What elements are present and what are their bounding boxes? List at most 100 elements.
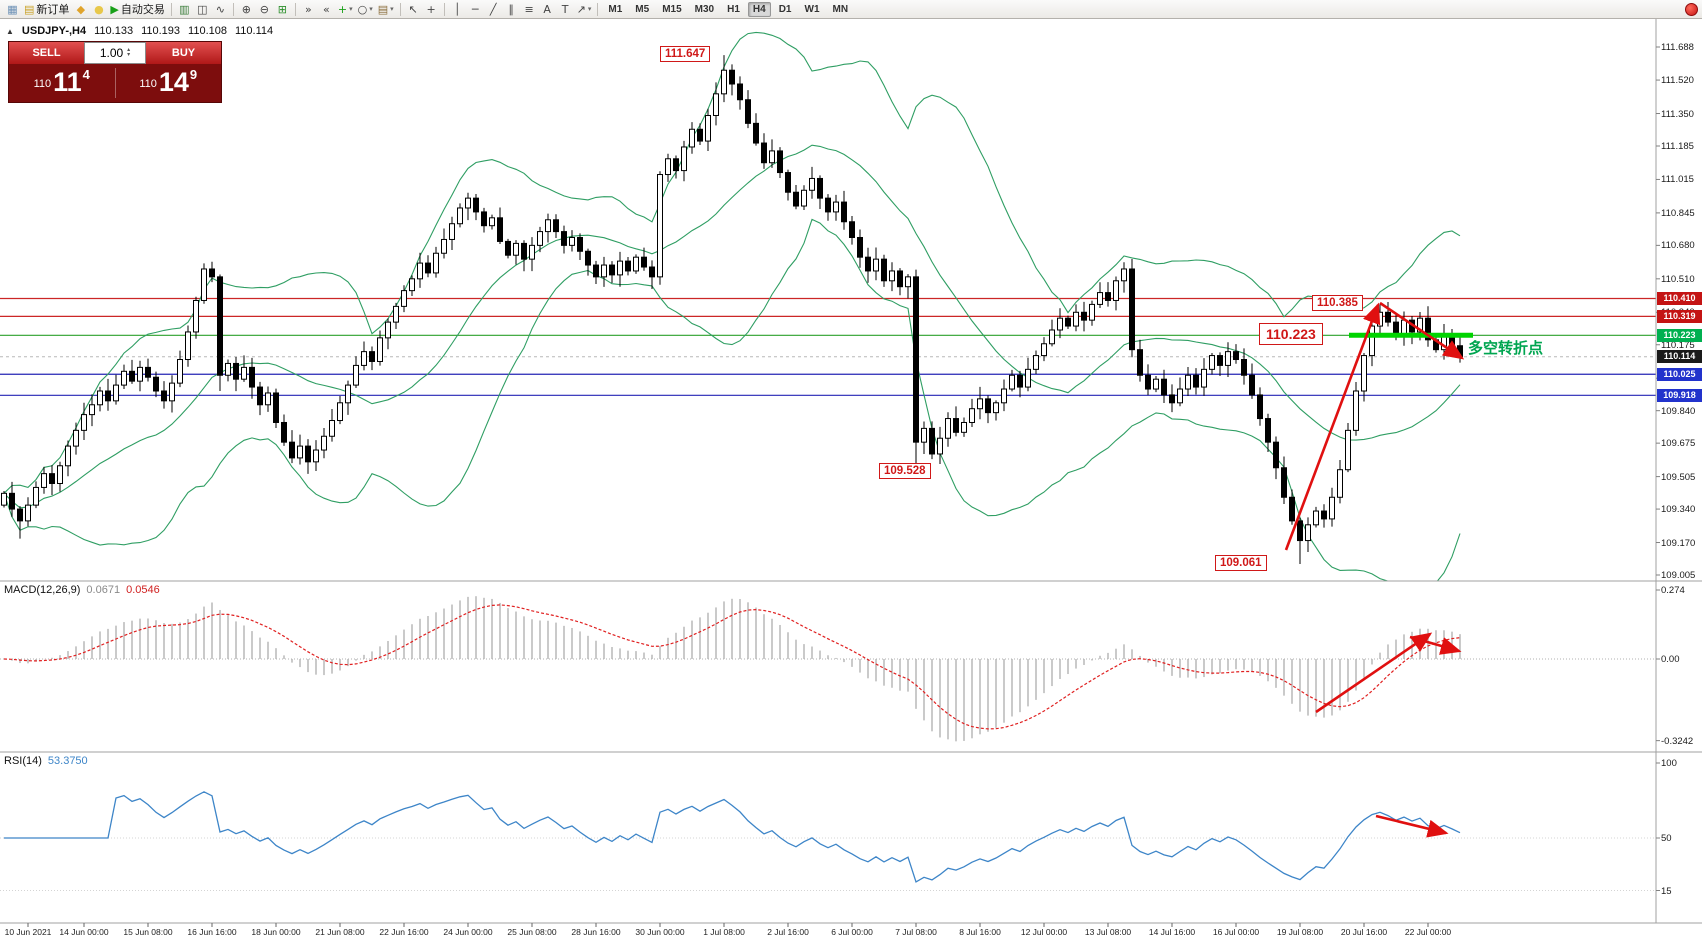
new-order-button[interactable]: ▤ 新订单 — [22, 1, 71, 18]
axis-price-label: 109.170 — [1661, 537, 1696, 549]
fibonacci-icon[interactable]: ≡ — [521, 1, 538, 18]
price-tag-110.319: 110.319 — [1657, 309, 1702, 323]
zoom-out-icon[interactable]: ⊖ — [256, 1, 273, 18]
toolbar-separator — [294, 2, 296, 16]
cursor-icon[interactable]: ↖ — [405, 1, 422, 18]
bar-chart-icon-glyph: ▥ — [179, 2, 190, 16]
axis-price-label: 110.845 — [1661, 207, 1695, 219]
timeframe-button-m5[interactable]: M5 — [635, 3, 650, 15]
buy-price[interactable]: 110 14 9 — [139, 67, 198, 97]
rsi-axis-label: 100 — [1661, 758, 1677, 769]
divider — [114, 68, 116, 98]
time-axis-label: 16 Jul 00:00 — [1212, 927, 1260, 937]
timeframe-button-h4[interactable]: H4 — [747, 1, 771, 17]
axis-price-label: 111.015 — [1661, 174, 1694, 186]
auto-trading-button-label: 自动交易 — [120, 4, 165, 16]
horn-icon[interactable]: ◆ — [72, 1, 89, 18]
volume-down-icon[interactable]: ▾ — [127, 52, 131, 58]
channel-icon-glyph: ∥ — [508, 2, 514, 16]
chart-info-bar: ▲ USDJPY-,H4 110.133 110.193 110.108 110… — [6, 25, 273, 37]
time-axis-label: 25 Jun 08:00 — [507, 927, 557, 937]
chat-icon[interactable]: ● — [90, 1, 107, 18]
timeframe-button-m15[interactable]: M15 — [662, 3, 682, 15]
templates-icon[interactable]: ▤ ▾ — [376, 1, 396, 18]
volume-input[interactable]: 1.00 ▴ ▾ — [84, 42, 146, 64]
axis-price-label: 111.185 — [1661, 140, 1694, 152]
time-axis-label: 22 Jun 16:00 — [379, 927, 429, 937]
chart-window-icon[interactable]: ▦ — [4, 1, 21, 18]
price-tag-110.025: 110.025 — [1657, 367, 1702, 381]
timeframe-button-h1[interactable]: H1 — [727, 3, 740, 15]
bar-chart-icon[interactable]: ▥ — [176, 1, 193, 18]
rsi-panel-surface[interactable] — [0, 752, 1656, 923]
horizontal-line-icon[interactable]: ─ — [467, 1, 484, 18]
timeframe-button-d1[interactable]: D1 — [778, 3, 792, 15]
timeframe-button-mn[interactable]: MN — [832, 3, 849, 15]
text-icon[interactable]: A — [539, 1, 556, 18]
line-chart-icon[interactable]: ∿ — [212, 1, 229, 18]
text-icon-glyph: A — [543, 2, 551, 16]
toolbar-separator — [170, 2, 172, 16]
time-axis-label: 16 Jun 16:00 — [187, 927, 237, 937]
buy-button[interactable]: BUY — [146, 42, 221, 64]
vertical-line-icon[interactable]: │ — [449, 1, 466, 18]
macd-panel-surface[interactable] — [0, 581, 1656, 752]
timeframe-button-m1[interactable]: M1 — [608, 3, 623, 15]
auto-trading-button[interactable]: ▶ 自动交易 — [108, 1, 166, 18]
cursor-icon-glyph: ↖ — [408, 2, 418, 16]
time-axis-label: 30 Jun 00:00 — [635, 927, 685, 937]
toolbar-separator — [399, 2, 401, 16]
channel-icon[interactable]: ∥ — [503, 1, 520, 18]
one-click-trading-panel: SELL 1.00 ▴ ▾ BUY 110 11 4 110 14 9 — [8, 41, 222, 103]
symbol-marker-icon: ▲ — [6, 26, 14, 36]
time-axis-label: 7 Jul 08:00 — [895, 927, 937, 937]
axis-price-label: 110.175 — [1661, 339, 1695, 351]
timeframe-button-w1[interactable]: W1 — [804, 3, 820, 15]
time-axis-label: 1 Jul 08:00 — [703, 927, 745, 937]
zoom-in-icon[interactable]: ⊕ — [238, 1, 255, 18]
caret-down-icon: ▾ — [349, 6, 353, 13]
axis-price-label: 109.840 — [1661, 405, 1696, 417]
candle-chart-icon[interactable]: ◫ — [194, 1, 211, 18]
toolbar-separator — [232, 2, 234, 16]
ohlc-open: 110.133 — [94, 25, 134, 37]
macd-axis-label: 0.274 — [1661, 585, 1685, 596]
axis-price-label: 111.520 — [1661, 75, 1694, 87]
time-axis-label: 20 Jul 16:00 — [1340, 927, 1388, 937]
timeframe-button-m30[interactable]: M30 — [694, 3, 715, 15]
notification-icon[interactable] — [1685, 2, 1698, 16]
macd-axis-label: 0.00 — [1661, 654, 1680, 665]
toolbar-separator — [597, 2, 599, 16]
volume-value: 1.00 — [99, 46, 124, 60]
time-axis-label: 10 Jun 2021 — [4, 927, 52, 937]
time-axis-label: 21 Jun 08:00 — [315, 927, 365, 937]
arrows-tool-icon[interactable]: ↗ ▾ — [575, 1, 594, 18]
time-axis-label: 28 Jun 16:00 — [571, 927, 621, 937]
tile-windows-icon[interactable]: ⊞ — [274, 1, 291, 18]
turning-point-annotation: 多空转折点 — [1468, 340, 1544, 357]
chart-shift-icon-glyph: « — [323, 2, 330, 16]
periods-icon[interactable]: ○ ▾ — [356, 1, 375, 18]
axis-price-label: 111.350 — [1661, 108, 1694, 120]
crosshair-icon[interactable]: + — [423, 1, 440, 18]
volume-up-icon[interactable]: ▴ — [127, 47, 131, 53]
price-label-high: 111.647 — [660, 46, 711, 62]
tile-windows-icon-glyph: ⊞ — [277, 2, 287, 16]
line-chart-icon-glyph: ∿ — [215, 2, 225, 16]
sell-price[interactable]: 110 11 4 — [33, 67, 90, 97]
text-label-icon[interactable]: T — [557, 1, 574, 18]
time-axis-label: 6 Jul 00:00 — [831, 927, 873, 937]
axis-price-label: 110.510 — [1661, 273, 1695, 285]
main-chart-surface[interactable] — [0, 19, 1656, 581]
axis-price-label: 111.688 — [1661, 42, 1694, 53]
time-axis-label: 13 Jul 08:00 — [1084, 927, 1132, 937]
chart-shift-icon[interactable]: « — [318, 1, 335, 18]
time-axis-label: 2 Jul 16:00 — [767, 927, 809, 937]
trendline-icon[interactable]: ╱ — [485, 1, 502, 18]
templates-icon-glyph: ▤ — [377, 2, 389, 16]
new-order-button-glyph: ▤ — [24, 2, 35, 16]
rsi-axis-label: 15 — [1661, 885, 1672, 897]
auto-scroll-icon[interactable]: » — [300, 1, 317, 18]
indicators-icon[interactable]: + ▾ — [336, 1, 355, 18]
sell-button[interactable]: SELL — [9, 42, 84, 64]
